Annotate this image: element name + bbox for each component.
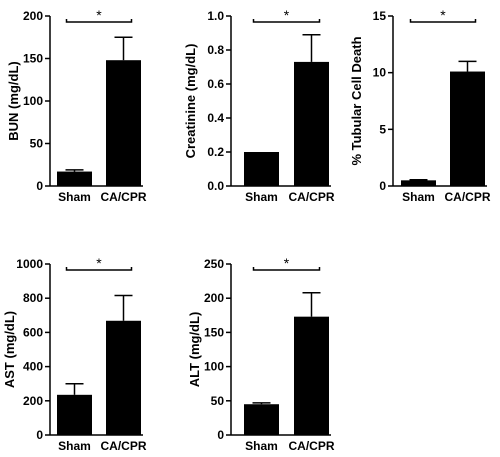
y-tick-label: 200 <box>23 394 43 408</box>
y-tick-label: 0.0 <box>207 179 224 193</box>
bar-sham <box>57 394 92 435</box>
category-label: Sham <box>402 190 435 204</box>
y-tick-label: 10 <box>373 66 387 80</box>
significance-bracket <box>65 267 133 271</box>
y-tick-label: 100 <box>23 94 43 108</box>
y-tick-label: 0 <box>36 179 43 193</box>
bar-cacpr <box>106 320 141 435</box>
y-axis-title: Creatinine (mg/dL) <box>183 44 198 159</box>
y-tick-label: 0 <box>36 428 43 442</box>
y-tick-label: 0.2 <box>207 145 224 159</box>
y-axis-title: % Tubular Cell Death <box>349 36 364 165</box>
y-tick-label: 800 <box>23 291 43 305</box>
significance-bracket <box>65 19 133 23</box>
y-tick-label: 0 <box>217 428 224 442</box>
y-tick-label: 150 <box>204 325 224 339</box>
y-axis-title: ALT (mg/dL) <box>187 312 202 388</box>
y-axis-title: BUN (mg/dL) <box>6 61 21 140</box>
y-tick-label: 100 <box>204 360 224 374</box>
y-tick-label: 200 <box>23 9 43 23</box>
y-tick-label: 1.0 <box>207 9 224 23</box>
category-label: CA/CPR <box>288 190 334 204</box>
significance-star: * <box>96 255 102 271</box>
y-axis-title: AST (mg/dL) <box>2 311 17 388</box>
category-label: Sham <box>58 190 91 204</box>
category-label: CA/CPR <box>100 190 146 204</box>
y-tick-label: 250 <box>204 257 224 271</box>
significance-bracket <box>252 19 321 23</box>
y-tick-label: 50 <box>211 394 225 408</box>
significance-star: * <box>284 255 290 271</box>
bar-sham <box>57 171 92 186</box>
bar-sham <box>244 152 279 186</box>
y-tick-label: 0.8 <box>207 43 224 57</box>
significance-bracket <box>252 267 321 271</box>
significance-star: * <box>96 7 102 23</box>
category-label: CA/CPR <box>288 439 334 453</box>
bar-cacpr <box>294 61 329 186</box>
bar-sham <box>401 180 436 186</box>
category-label: Sham <box>245 190 278 204</box>
category-label: CA/CPR <box>444 190 490 204</box>
chart-panel-3: 0 5 10 15 % Tubular Cell Death Sham CA/CPR * <box>349 7 491 204</box>
chart-panel-1: 0 50 100 150 200 BUN (mg/dL) Sham CA/CPR * <box>6 7 147 204</box>
category-label: Sham <box>58 439 91 453</box>
bar-cacpr <box>106 60 141 187</box>
chart-panel-2: 0.0 0.2 0.4 0.6 0.8 1.0 Creatinine (mg/dL) Sham… <box>183 7 335 204</box>
category-label: Sham <box>245 439 278 453</box>
bar-cacpr <box>450 71 485 186</box>
y-tick-label: 50 <box>30 137 44 151</box>
bar-sham <box>244 404 279 435</box>
category-label: CA/CPR <box>100 439 146 453</box>
bar-cacpr <box>294 316 329 435</box>
y-tick-label: 400 <box>23 360 43 374</box>
chart-panel-4: 0 200 400 600 800 1000 AST (mg/dL) Sham CA/CPR * <box>2 255 147 453</box>
chart-panel-5: 0 50 100 150 200 250 ALT (mg/dL) Sham CA/CPR * <box>187 255 335 453</box>
significance-bracket <box>409 19 477 23</box>
y-tick-label: 15 <box>373 9 387 23</box>
y-tick-label: 200 <box>204 291 224 305</box>
significance-star: * <box>440 7 446 23</box>
y-tick-label: 1000 <box>16 257 43 271</box>
y-tick-label: 150 <box>23 52 43 66</box>
y-tick-label: 0.4 <box>207 111 224 125</box>
y-tick-label: 0.6 <box>207 77 224 91</box>
significance-star: * <box>284 7 290 23</box>
y-tick-label: 5 <box>379 122 386 136</box>
y-tick-label: 0 <box>379 179 386 193</box>
y-tick-label: 600 <box>23 325 43 339</box>
